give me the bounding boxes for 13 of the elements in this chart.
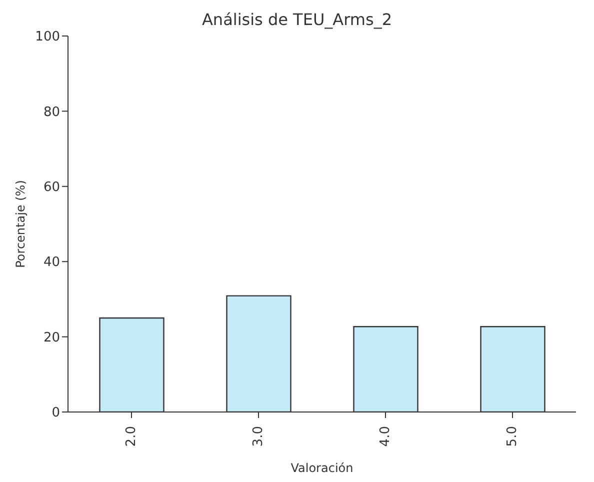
- x-tick-label: 2.0: [124, 426, 139, 447]
- y-tick-label: 40: [43, 255, 60, 270]
- y-axis-title: Porcentaje (%): [13, 180, 28, 268]
- y-tick-label: 0: [52, 406, 60, 421]
- chart-title: Análisis de TEU_Arms_2: [200, 10, 393, 29]
- y-tick-label: 20: [43, 330, 60, 346]
- x-tick-label: 5.0: [505, 426, 520, 447]
- y-tick-label: 100: [35, 30, 60, 45]
- x-tick-label: 3.0: [251, 426, 266, 447]
- y-tick-label: 80: [43, 104, 60, 120]
- y-tick-label: 60: [43, 180, 60, 196]
- x-tick-label: 4.0: [378, 426, 393, 447]
- x-axis-title: Valoración: [290, 461, 354, 475]
